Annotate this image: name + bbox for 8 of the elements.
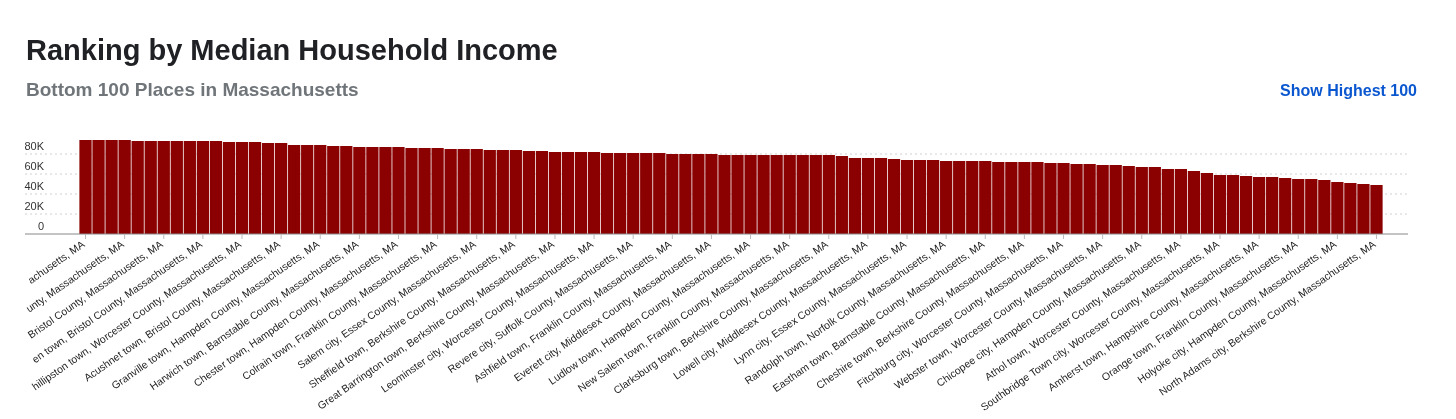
y-tick-label: 60K: [24, 160, 45, 172]
text: Show Highest 100: [1280, 82, 1418, 99]
chart-subtitle: Bottom 100 Places in Massachusetts: [26, 79, 359, 100]
y-tick-label: 40K: [24, 180, 45, 192]
y-tick-label: 0: [37, 220, 44, 232]
y-tick-label: 20K: [24, 200, 45, 212]
chart-title: Ranking by Median Household Income: [26, 34, 558, 66]
y-tick-label: 80K: [24, 140, 45, 152]
